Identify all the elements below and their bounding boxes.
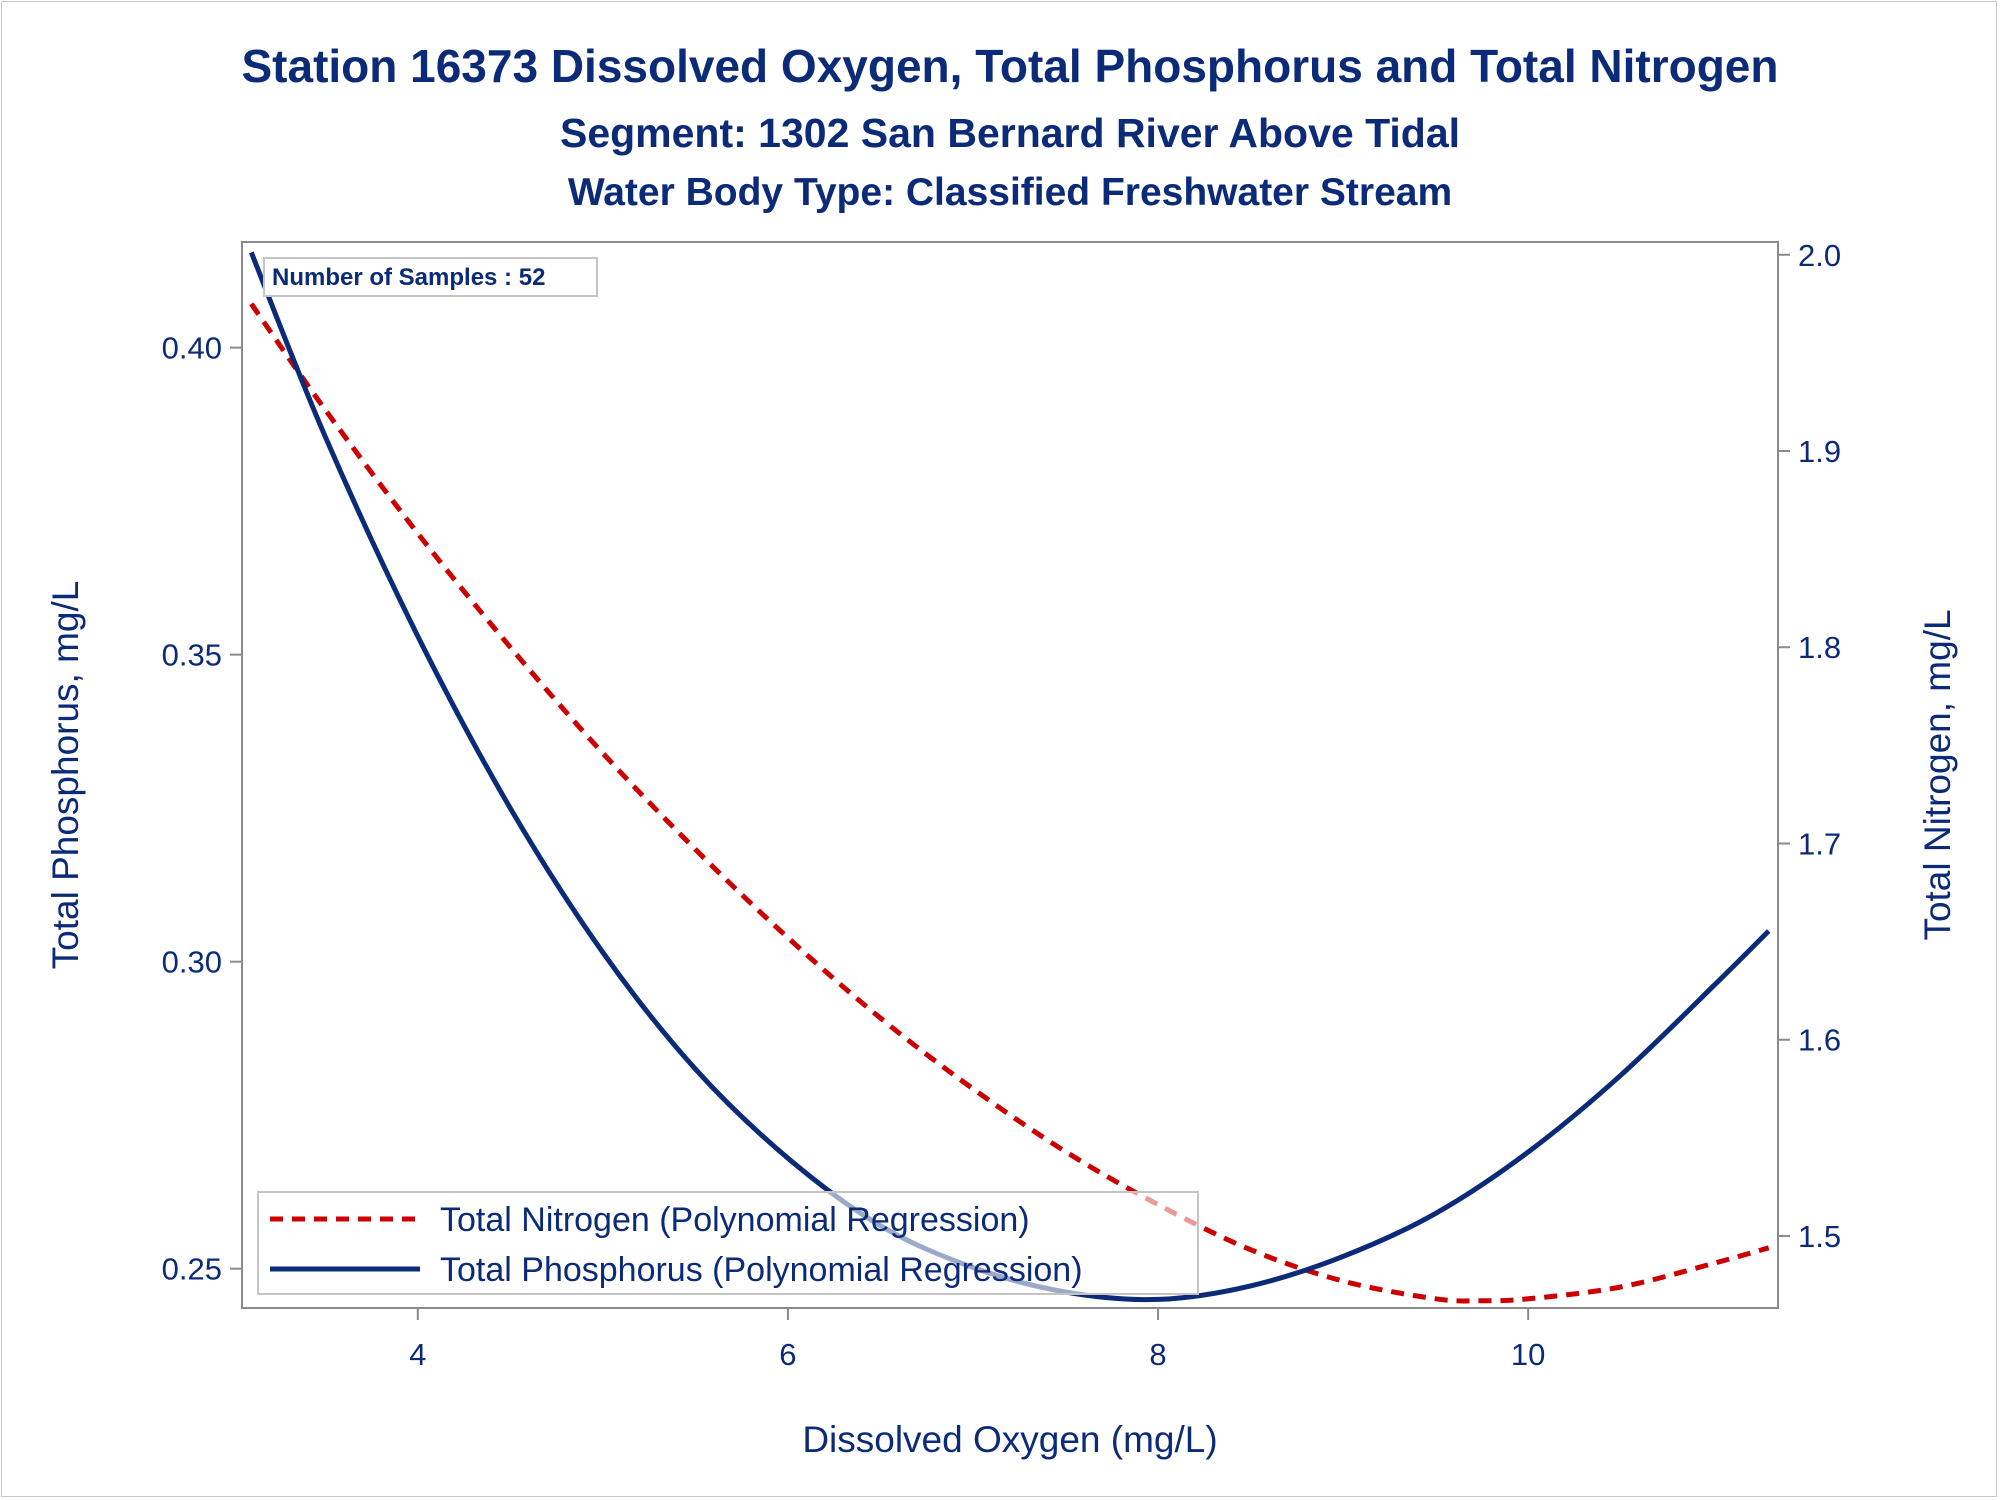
y-tick-label-2: 0.35 xyxy=(162,638,222,673)
x-tick-label-0: 4 xyxy=(409,1337,426,1372)
y-tick-label-3: 0.40 xyxy=(162,331,222,366)
x-tick-label-3: 10 xyxy=(1511,1337,1545,1372)
chart-subtitle-2: Water Body Type: Classified Freshwater S… xyxy=(568,171,1452,214)
legend-label-phosphorus: Total Phosphorus (Polynomial Regression) xyxy=(440,1251,1083,1289)
y2-tick-label-4: 1.9 xyxy=(1798,434,1841,469)
x-tick-label-1: 6 xyxy=(779,1337,796,1372)
sample-count-text: Number of Samples : 52 xyxy=(272,264,545,291)
sample-count-inset: Number of Samples : 52 xyxy=(263,257,598,297)
series-line-nitrogen xyxy=(249,302,1770,1304)
y2-axis-label: Total Nitrogen, mg/L xyxy=(1917,609,1958,940)
chart-subtitle: Segment: 1302 San Bernard River Above Ti… xyxy=(560,110,1460,156)
legend: Total Nitrogen (Polynomial Regression) T… xyxy=(257,1191,1199,1295)
x-axis: 4 6 8 10 xyxy=(409,1308,1545,1372)
y-axis-left: 0.25 0.30 0.35 0.40 xyxy=(162,331,242,1287)
y2-tick-label-5: 2.0 xyxy=(1798,238,1841,273)
y-axis-right: 1.5 1.6 1.7 1.8 1.9 2.0 xyxy=(1778,238,1841,1254)
y-tick-label-0: 0.25 xyxy=(162,1252,222,1287)
legend-label-nitrogen: Total Nitrogen (Polynomial Regression) xyxy=(440,1201,1030,1239)
y-tick-label-1: 0.30 xyxy=(162,945,222,980)
y2-tick-label-1: 1.6 xyxy=(1798,1023,1841,1058)
y-axis-label: Total Phosphorus, mg/L xyxy=(45,581,86,970)
y2-tick-label-0: 1.5 xyxy=(1798,1219,1841,1254)
y2-tick-label-3: 1.8 xyxy=(1798,630,1841,665)
plot-area xyxy=(241,241,1779,1309)
x-axis-label: Dissolved Oxygen (mg/L) xyxy=(802,1419,1217,1460)
chart-title: Station 16373 Dissolved Oxygen, Total Ph… xyxy=(241,40,1778,92)
x-tick-label-2: 8 xyxy=(1149,1337,1166,1372)
y2-tick-label-2: 1.7 xyxy=(1798,826,1841,861)
